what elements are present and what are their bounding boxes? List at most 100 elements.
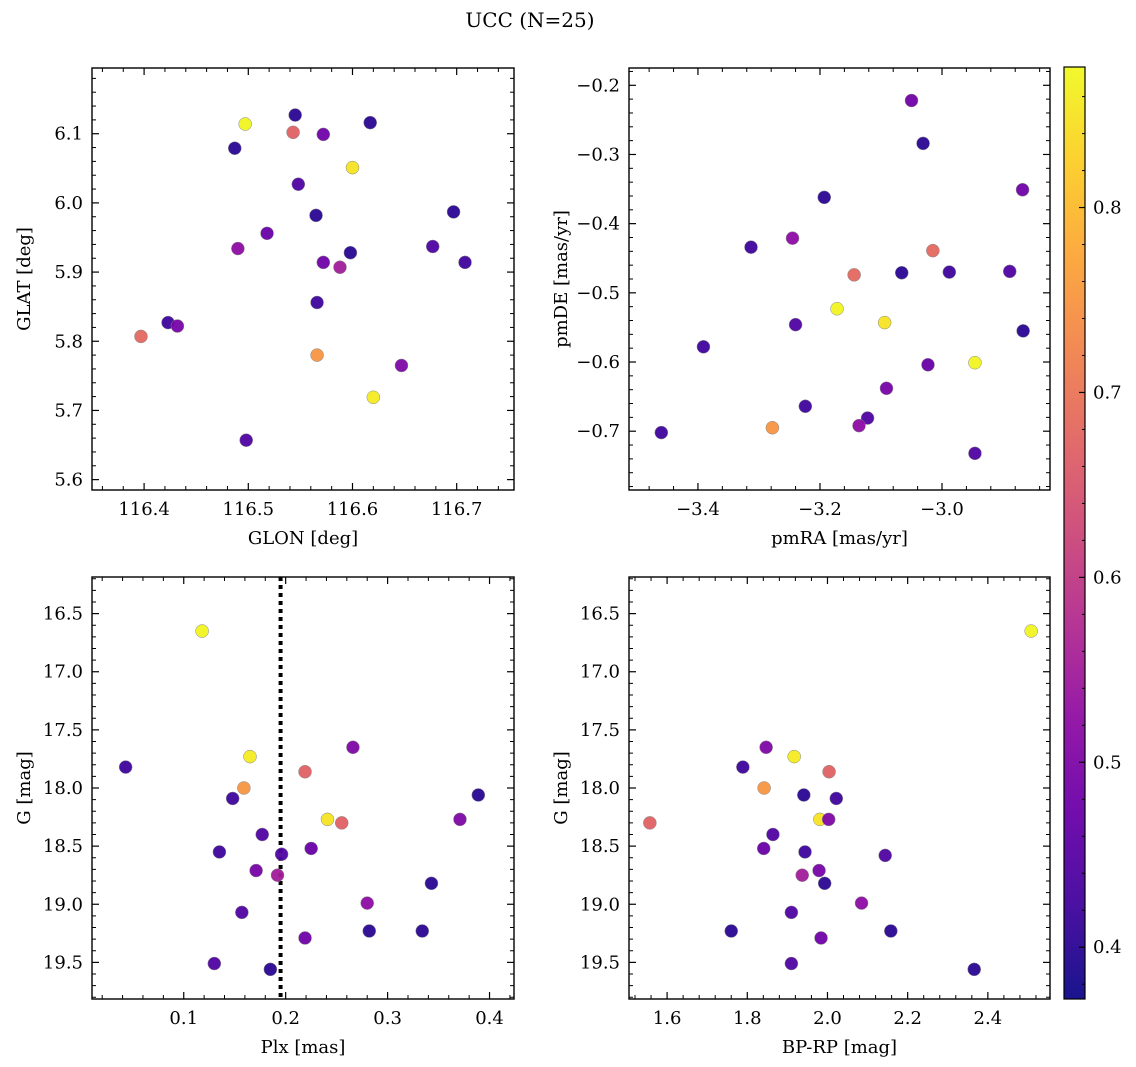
- scatter-point: [968, 355, 982, 370]
- y-tick-label: 19.0: [43, 894, 83, 915]
- panel-plx-g: 0.1 0.2 0.3 0.4 16.5 17.0 17.5 18.0 18.5 19.0 19.5…: [14, 576, 515, 1058]
- x-tick-label: 0.2: [271, 1008, 300, 1029]
- scatter-point: [471, 788, 486, 802]
- scatter-point: [458, 255, 472, 270]
- x-tick-label: 0.1: [169, 1008, 198, 1029]
- y-tick-label: −0.5: [576, 283, 620, 304]
- x-tick-label: −3.4: [676, 499, 720, 520]
- scatter-point: [320, 812, 335, 827]
- scatter-point: [225, 791, 240, 806]
- y-tick-label: 16.5: [43, 604, 83, 625]
- scatter-point: [877, 315, 892, 330]
- colorbar-tick-label: 0.8: [1093, 198, 1122, 219]
- y-tick-label: 19.0: [580, 894, 620, 915]
- scatter-point: [756, 841, 771, 856]
- scatter-point: [830, 301, 844, 316]
- scatter-point: [310, 295, 324, 310]
- colorbar-tick-label: 0.6: [1093, 567, 1122, 588]
- scatter-point: [926, 243, 940, 258]
- x-tick-label: 2.0: [813, 1008, 842, 1029]
- scatter-point: [249, 863, 263, 878]
- panel-glon-glat: 116.4 116.5 116.6 116.7 5.6 5.7 5.8 5.9 6.0 6.1 G…: [14, 67, 515, 549]
- scatter-point: [333, 260, 347, 274]
- y-tick-label: 6.1: [54, 124, 83, 145]
- scatter-point: [765, 420, 780, 435]
- scatter-point: [118, 760, 133, 774]
- y-tick-label: 17.0: [580, 662, 620, 683]
- scatter-point: [784, 956, 799, 971]
- scatter-point: [286, 125, 300, 140]
- scatter-point: [968, 446, 982, 461]
- scatter-point: [798, 399, 813, 414]
- y-tick-label: 18.0: [580, 778, 620, 799]
- scatter-point: [860, 411, 875, 425]
- y-axis-label: G [mag]: [14, 751, 35, 824]
- scatter-point: [298, 931, 312, 945]
- scatter-point: [817, 190, 831, 205]
- scatter-point: [316, 255, 331, 270]
- scatter-point: [724, 924, 738, 938]
- scatter-point: [766, 827, 780, 842]
- plot-area: 0.1 0.2 0.3 0.4 16.5 17.0 17.5 18.0 18.5 19.0 19.5: [43, 576, 515, 1029]
- plot-area: −3.4 −3.2 −3.0 −0.2 −0.3 −0.4 −0.5 −0.6 −0.7: [576, 67, 1051, 520]
- x-tick-label: 0.4: [475, 1008, 504, 1029]
- colorbar-tick-label: 0.5: [1093, 752, 1122, 773]
- x-axis-label: GLON [deg]: [248, 528, 358, 549]
- scatter-point: [270, 868, 285, 882]
- scatter-point: [309, 208, 323, 223]
- scatter-point: [288, 108, 302, 122]
- scatter-point: [894, 266, 909, 280]
- colorbar: 0.4 0.5 0.6 0.7 0.8: [1063, 66, 1122, 1000]
- x-axis-label: BP-RP [mag]: [782, 1037, 897, 1058]
- y-tick-label: 18.5: [43, 836, 83, 857]
- panel-pmra-pmde: −3.4 −3.2 −3.0 −0.2 −0.3 −0.4 −0.5 −0.6 −0.7 pmR…: [551, 67, 1051, 549]
- scatter-point: [235, 905, 249, 920]
- scatter-point: [366, 390, 381, 405]
- scatter-point: [785, 231, 800, 245]
- y-tick-label: 5.6: [54, 470, 83, 491]
- scatter-point: [852, 418, 866, 433]
- scatter-point: [274, 847, 289, 862]
- x-tick-label: 1.6: [653, 1008, 682, 1029]
- x-tick-label: 2.4: [974, 1008, 1003, 1029]
- scatter-point: [829, 791, 844, 806]
- scatter-point: [170, 319, 185, 333]
- figure-title: UCC (N=25): [465, 8, 594, 32]
- scatter-point: [788, 317, 803, 332]
- scatter-point: [415, 924, 430, 938]
- scatter-point: [921, 358, 935, 372]
- scatter-point: [643, 816, 657, 830]
- scatter-point: [360, 896, 374, 910]
- scatter-point: [1015, 183, 1030, 197]
- x-tick-label: −3.0: [920, 499, 964, 520]
- y-axis-label: G [mag]: [551, 751, 572, 824]
- scatter-point: [316, 127, 331, 142]
- x-tick-label: 116.4: [118, 499, 170, 520]
- y-tick-label: 6.0: [54, 193, 83, 214]
- scatter-point: [304, 841, 318, 856]
- scatter-point: [231, 241, 245, 256]
- axes-frame: [628, 576, 1051, 1000]
- scatter-point: [394, 358, 409, 373]
- y-axis-label: GLAT [deg]: [14, 227, 35, 331]
- scatter-point: [238, 117, 252, 131]
- scatter-point: [134, 329, 148, 344]
- scatter-point: [879, 381, 894, 396]
- scatter-point: [821, 812, 836, 827]
- scatter-point: [884, 924, 898, 938]
- y-tick-label: 5.8: [54, 331, 83, 352]
- x-axis-label: Plx [mas]: [261, 1037, 346, 1058]
- scatter-point: [346, 740, 360, 755]
- colorbar-gradient: [1063, 66, 1086, 1000]
- scatter-point: [255, 827, 269, 842]
- scatter-point: [967, 962, 981, 977]
- scatter-point: [744, 240, 758, 254]
- scatter-point: [239, 433, 253, 447]
- y-tick-label: 19.5: [43, 952, 83, 973]
- scatter-point: [854, 896, 869, 910]
- scatter-point: [654, 425, 669, 440]
- y-tick-label: 17.5: [580, 720, 620, 741]
- x-tick-label: 2.2: [893, 1008, 922, 1029]
- x-tick-label: 0.3: [373, 1008, 402, 1029]
- scatter-point: [195, 624, 209, 638]
